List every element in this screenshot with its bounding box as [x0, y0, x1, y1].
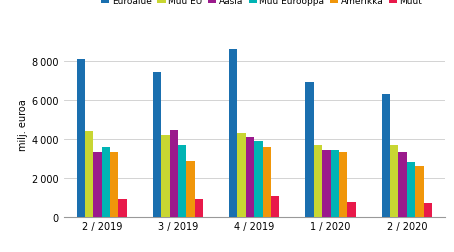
Bar: [339, 153, 347, 217]
Bar: [306, 83, 314, 217]
Bar: [254, 141, 262, 217]
Bar: [161, 135, 170, 217]
Bar: [195, 199, 203, 217]
Bar: [399, 153, 407, 217]
Bar: [229, 50, 237, 217]
Bar: [85, 132, 94, 217]
Bar: [94, 153, 102, 217]
Bar: [178, 145, 186, 217]
Bar: [382, 95, 390, 217]
Bar: [314, 145, 322, 217]
Bar: [262, 147, 271, 217]
Bar: [77, 60, 85, 217]
Bar: [153, 73, 161, 217]
Bar: [118, 199, 127, 217]
Bar: [331, 150, 339, 217]
Bar: [347, 202, 355, 217]
Bar: [102, 147, 110, 217]
Bar: [110, 153, 118, 217]
Bar: [246, 137, 254, 217]
Bar: [170, 131, 178, 217]
Bar: [407, 163, 415, 217]
Bar: [415, 166, 424, 217]
Bar: [424, 203, 432, 217]
Bar: [237, 134, 246, 217]
Legend: Euroalue, Muu EU, Aasia, Muu Eurooppa, Amerikka, Muut: Euroalue, Muu EU, Aasia, Muu Eurooppa, A…: [101, 0, 423, 6]
Bar: [186, 162, 195, 217]
Bar: [390, 145, 399, 217]
Bar: [322, 151, 331, 217]
Y-axis label: milj. euroa: milj. euroa: [18, 99, 28, 150]
Bar: [271, 196, 279, 217]
